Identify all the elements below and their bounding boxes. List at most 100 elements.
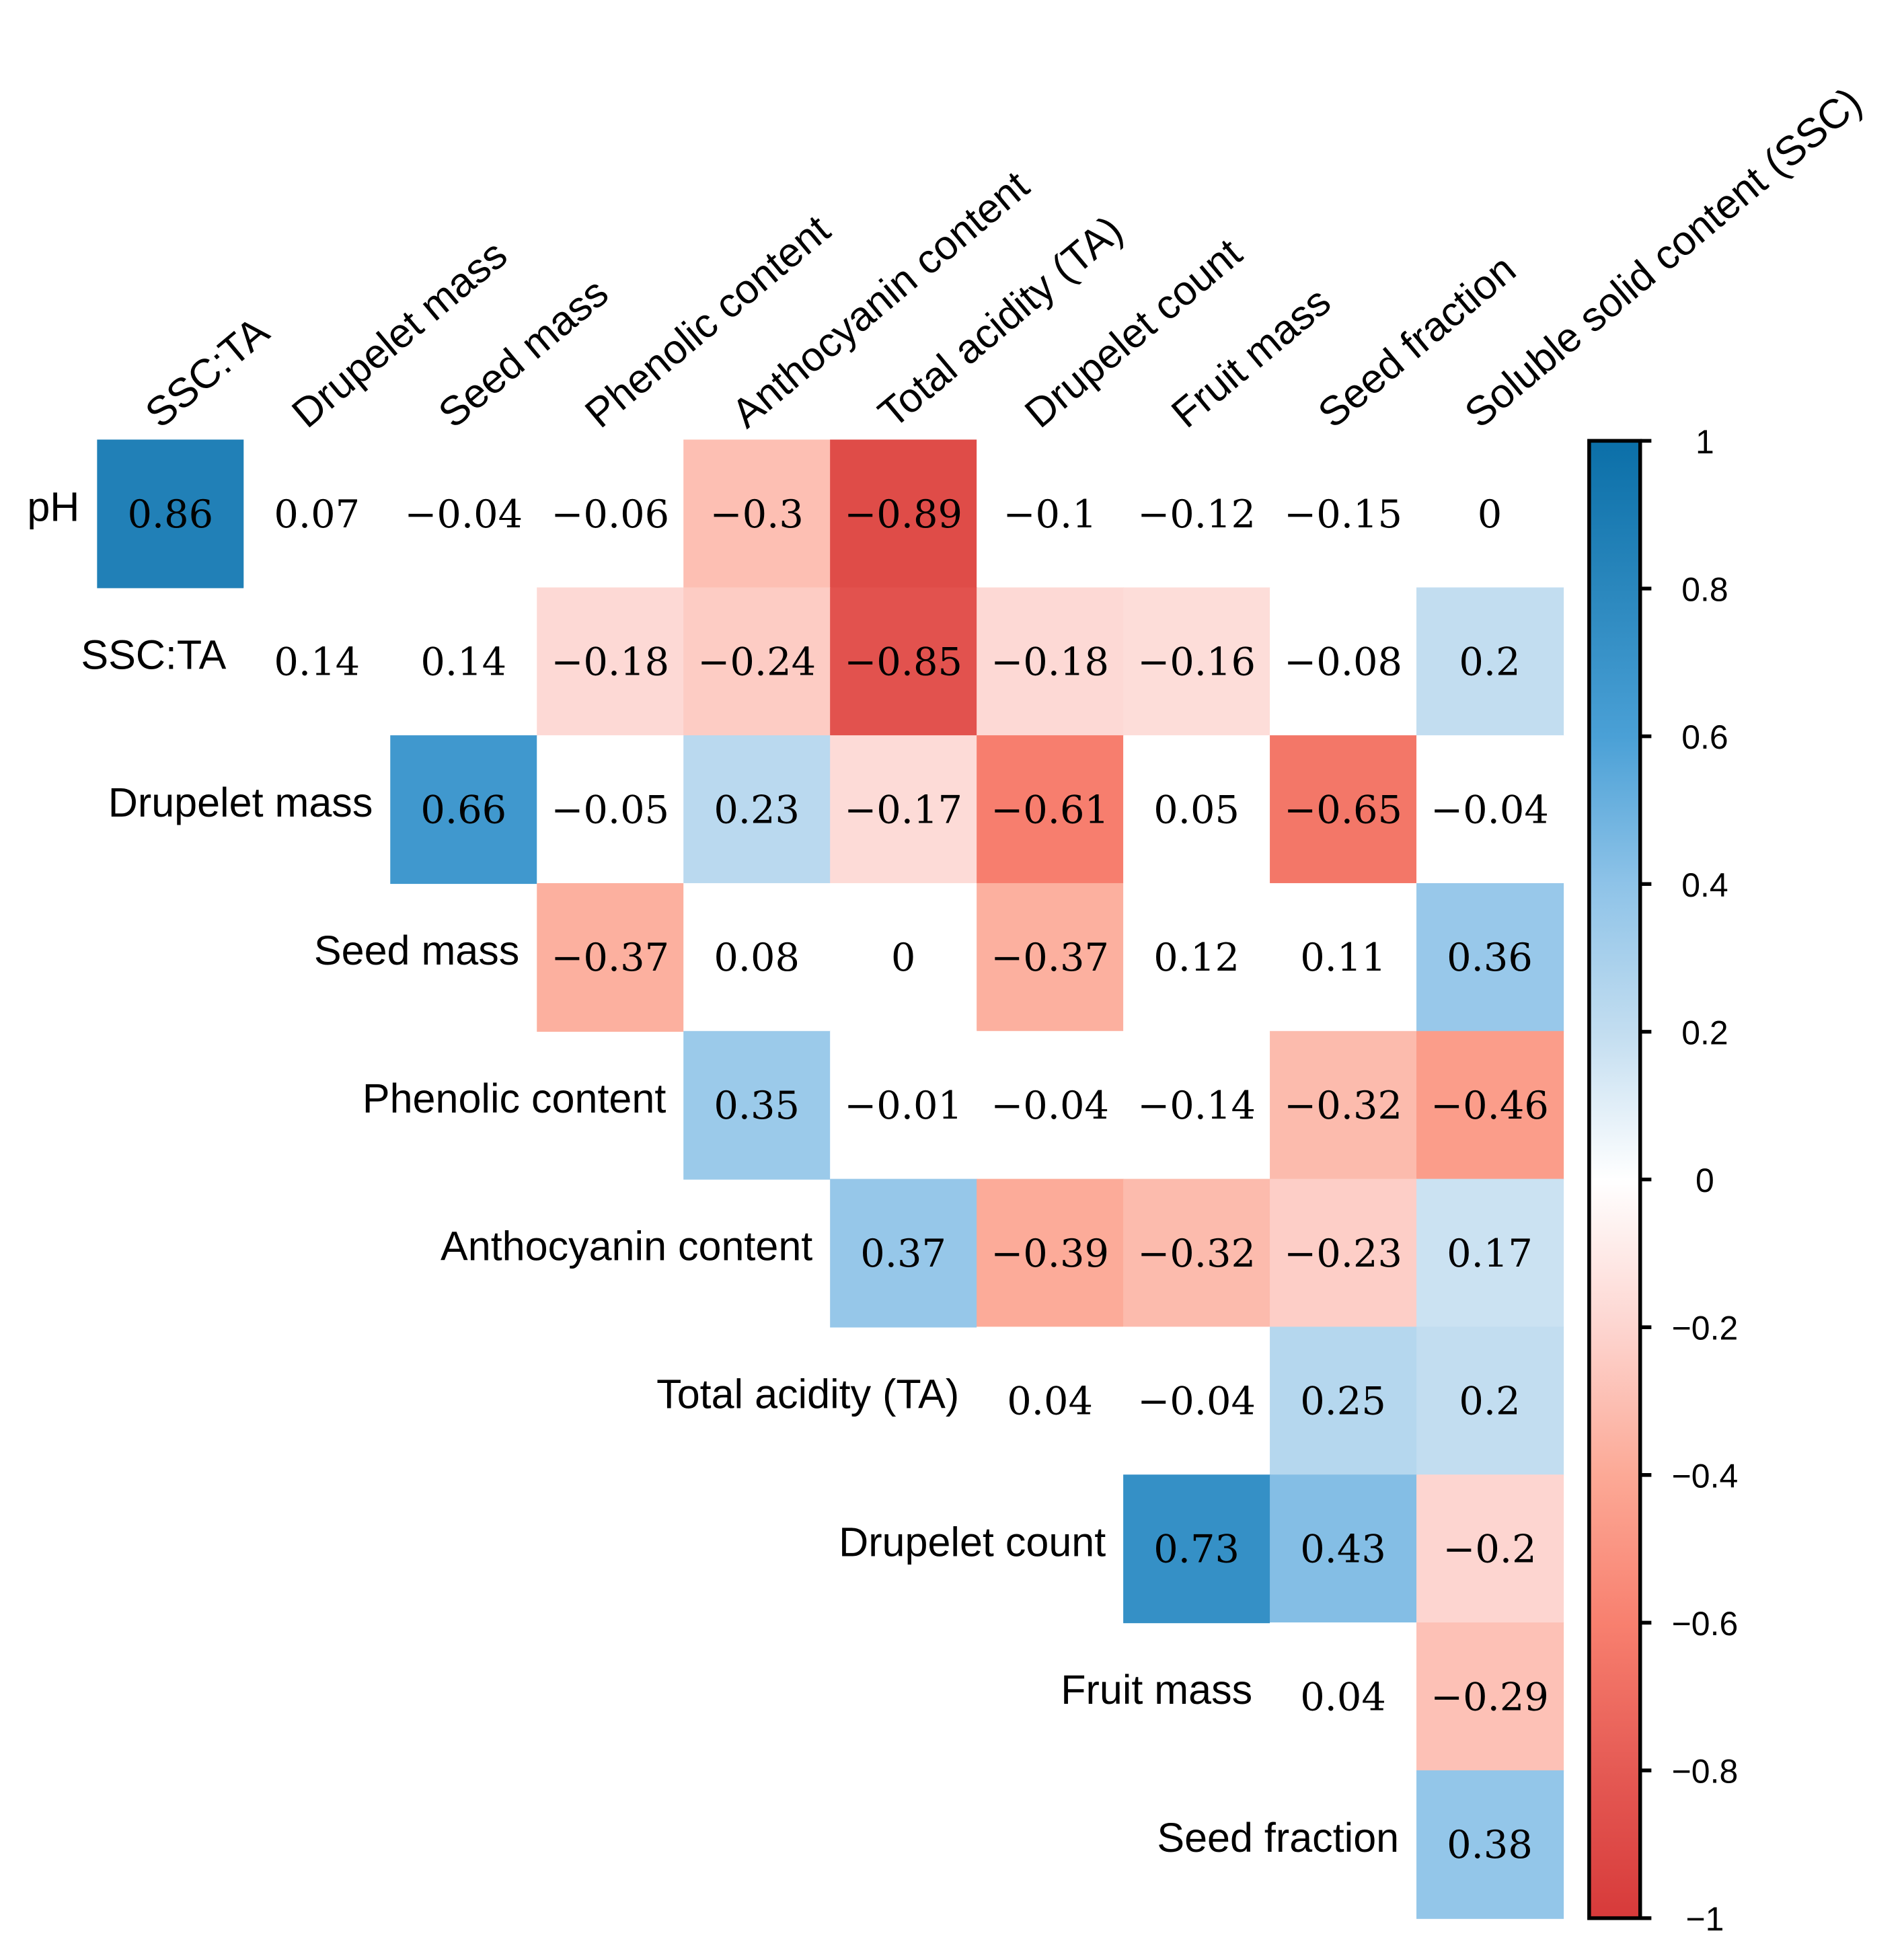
heatmap-cell bbox=[830, 1178, 978, 1328]
cell-value-label: −0.89 bbox=[844, 492, 962, 537]
cell-value-label: −0.15 bbox=[1284, 492, 1402, 537]
row-label: Fruit mass bbox=[1061, 1667, 1252, 1713]
heatmap-cell bbox=[1123, 587, 1271, 737]
heatmap-cell bbox=[1270, 439, 1418, 589]
heatmap-cell bbox=[683, 883, 831, 1032]
heatmap-cell bbox=[1416, 1474, 1564, 1624]
cell-value-label: 0.2 bbox=[1459, 640, 1520, 685]
cell-value-label: 0.23 bbox=[714, 787, 800, 832]
heatmap-cell bbox=[537, 439, 685, 589]
row-label: Seed mass bbox=[314, 928, 519, 973]
cell-value-label: −0.1 bbox=[1003, 492, 1096, 537]
cell-value-label: 0.37 bbox=[860, 1231, 946, 1276]
cell-value-label: −0.3 bbox=[710, 492, 804, 537]
cell-value-label: −0.32 bbox=[1137, 1231, 1256, 1276]
heatmap-cell bbox=[830, 735, 978, 885]
heatmap-cell bbox=[683, 1030, 831, 1180]
cell-value-label: 0.14 bbox=[274, 640, 360, 685]
heatmap-cell bbox=[1270, 1474, 1418, 1624]
cell-value-label: −0.05 bbox=[551, 787, 669, 832]
cell-value-label: −0.37 bbox=[991, 935, 1109, 980]
row-label: Drupelet count bbox=[839, 1519, 1106, 1565]
cell-value-label: 0.66 bbox=[420, 787, 506, 832]
row-label: pH bbox=[27, 484, 79, 530]
heatmap-cell bbox=[977, 1178, 1125, 1328]
heatmap-cell bbox=[537, 587, 685, 737]
cell-value-label: −0.04 bbox=[991, 1083, 1109, 1128]
cell-value-label: 0.17 bbox=[1447, 1231, 1533, 1276]
colorbar-tick-label: −0.8 bbox=[1672, 1753, 1739, 1791]
colorbar-tick-label: 0.2 bbox=[1681, 1014, 1728, 1051]
heatmap-cell bbox=[1416, 883, 1564, 1032]
cell-value-label: 0.73 bbox=[1153, 1527, 1240, 1572]
cell-value-label: −0.06 bbox=[551, 492, 669, 537]
cell-value-label: 0.04 bbox=[1300, 1674, 1386, 1719]
cell-value-label: −0.85 bbox=[844, 640, 962, 685]
cell-value-label: −0.04 bbox=[404, 492, 523, 537]
cell-value-label: −0.14 bbox=[1137, 1083, 1256, 1128]
row-labels: pH SSC:TA Drupelet mass Seed mass Phenolic c… bbox=[27, 484, 1399, 1861]
cell-value-label: −0.61 bbox=[991, 787, 1109, 832]
heatmap-cell bbox=[390, 587, 538, 737]
cell-value-label: 0.25 bbox=[1300, 1379, 1386, 1424]
cell-value-label: 0.04 bbox=[1007, 1379, 1093, 1424]
cell-value-label: 0.07 bbox=[274, 492, 360, 537]
heatmap-cell bbox=[1123, 1178, 1271, 1328]
column-label: Total acidity (TA) bbox=[870, 207, 1131, 436]
cell-value-label: 0.2 bbox=[1459, 1379, 1520, 1424]
colorbar-tick-label: 0.6 bbox=[1681, 718, 1728, 756]
heatmap-cell bbox=[243, 439, 391, 589]
cell-value-label: 0.86 bbox=[127, 492, 213, 537]
cell-value-label: −0.16 bbox=[1137, 640, 1256, 685]
heatmap-cell bbox=[977, 883, 1125, 1032]
heatmap-cell bbox=[1416, 1030, 1564, 1180]
colorbar-gradient bbox=[1587, 439, 1642, 1920]
cell-value-label: −0.37 bbox=[551, 935, 669, 980]
cell-value-label: −0.24 bbox=[697, 640, 816, 685]
heatmap-cell bbox=[1270, 1326, 1418, 1476]
column-label: Soluble solid content (SSC) bbox=[1456, 79, 1870, 437]
cell-value-label: 0.05 bbox=[1153, 787, 1240, 832]
heatmap-cell bbox=[1416, 439, 1564, 589]
heatmap-cell bbox=[390, 735, 538, 885]
heatmap-cells: 0.86 0.07 −0.04 −0.06 −0.3 −0.89 −0.1 −0.12 −0.1… bbox=[97, 439, 1564, 1919]
heatmap-cell bbox=[97, 439, 245, 589]
cell-value-label: 0.43 bbox=[1300, 1527, 1386, 1572]
colorbar-tick-label: −0.2 bbox=[1672, 1310, 1739, 1347]
heatmap-cell bbox=[1123, 883, 1271, 1032]
cell-value-label: −0.04 bbox=[1431, 787, 1549, 832]
cell-value-label: −0.12 bbox=[1137, 492, 1256, 537]
heatmap-cell bbox=[1123, 735, 1271, 885]
column-label: SSC:TA bbox=[137, 308, 277, 437]
heatmap-cell bbox=[1123, 439, 1271, 589]
heatmap-cell bbox=[977, 735, 1125, 885]
colorbar-tick-label: 1 bbox=[1696, 423, 1714, 461]
row-label: Seed fraction bbox=[1157, 1815, 1399, 1861]
colorbar-tick-label: −0.6 bbox=[1672, 1605, 1739, 1643]
heatmap-cell bbox=[830, 1030, 978, 1180]
heatmap-cell bbox=[830, 587, 978, 737]
cell-value-label: 0.12 bbox=[1153, 935, 1240, 980]
row-label: Total acidity (TA) bbox=[656, 1371, 959, 1417]
heatmap-cell bbox=[977, 1030, 1125, 1180]
cell-value-label: 0.14 bbox=[420, 640, 506, 685]
heatmap-cell bbox=[683, 587, 831, 737]
colorbar-tick-label: 0 bbox=[1696, 1162, 1714, 1199]
heatmap-cell bbox=[243, 587, 391, 737]
heatmap-cell bbox=[830, 883, 978, 1032]
cell-value-label: −0.2 bbox=[1443, 1527, 1536, 1572]
heatmap-cell bbox=[1270, 587, 1418, 737]
column-label: Phenolic content bbox=[576, 206, 839, 436]
cell-value-label: −0.04 bbox=[1137, 1379, 1256, 1424]
heatmap-cell bbox=[830, 439, 978, 589]
cell-value-label: 0.35 bbox=[714, 1083, 800, 1128]
cell-value-label: 0.11 bbox=[1300, 935, 1386, 980]
heatmap-cell bbox=[537, 883, 685, 1032]
cell-value-label: −0.65 bbox=[1284, 787, 1402, 832]
colorbar-tick-label: −0.4 bbox=[1672, 1457, 1739, 1495]
heatmap-cell bbox=[1416, 1178, 1564, 1328]
heatmap-cell bbox=[683, 735, 831, 885]
cell-value-label: −0.01 bbox=[844, 1083, 962, 1128]
